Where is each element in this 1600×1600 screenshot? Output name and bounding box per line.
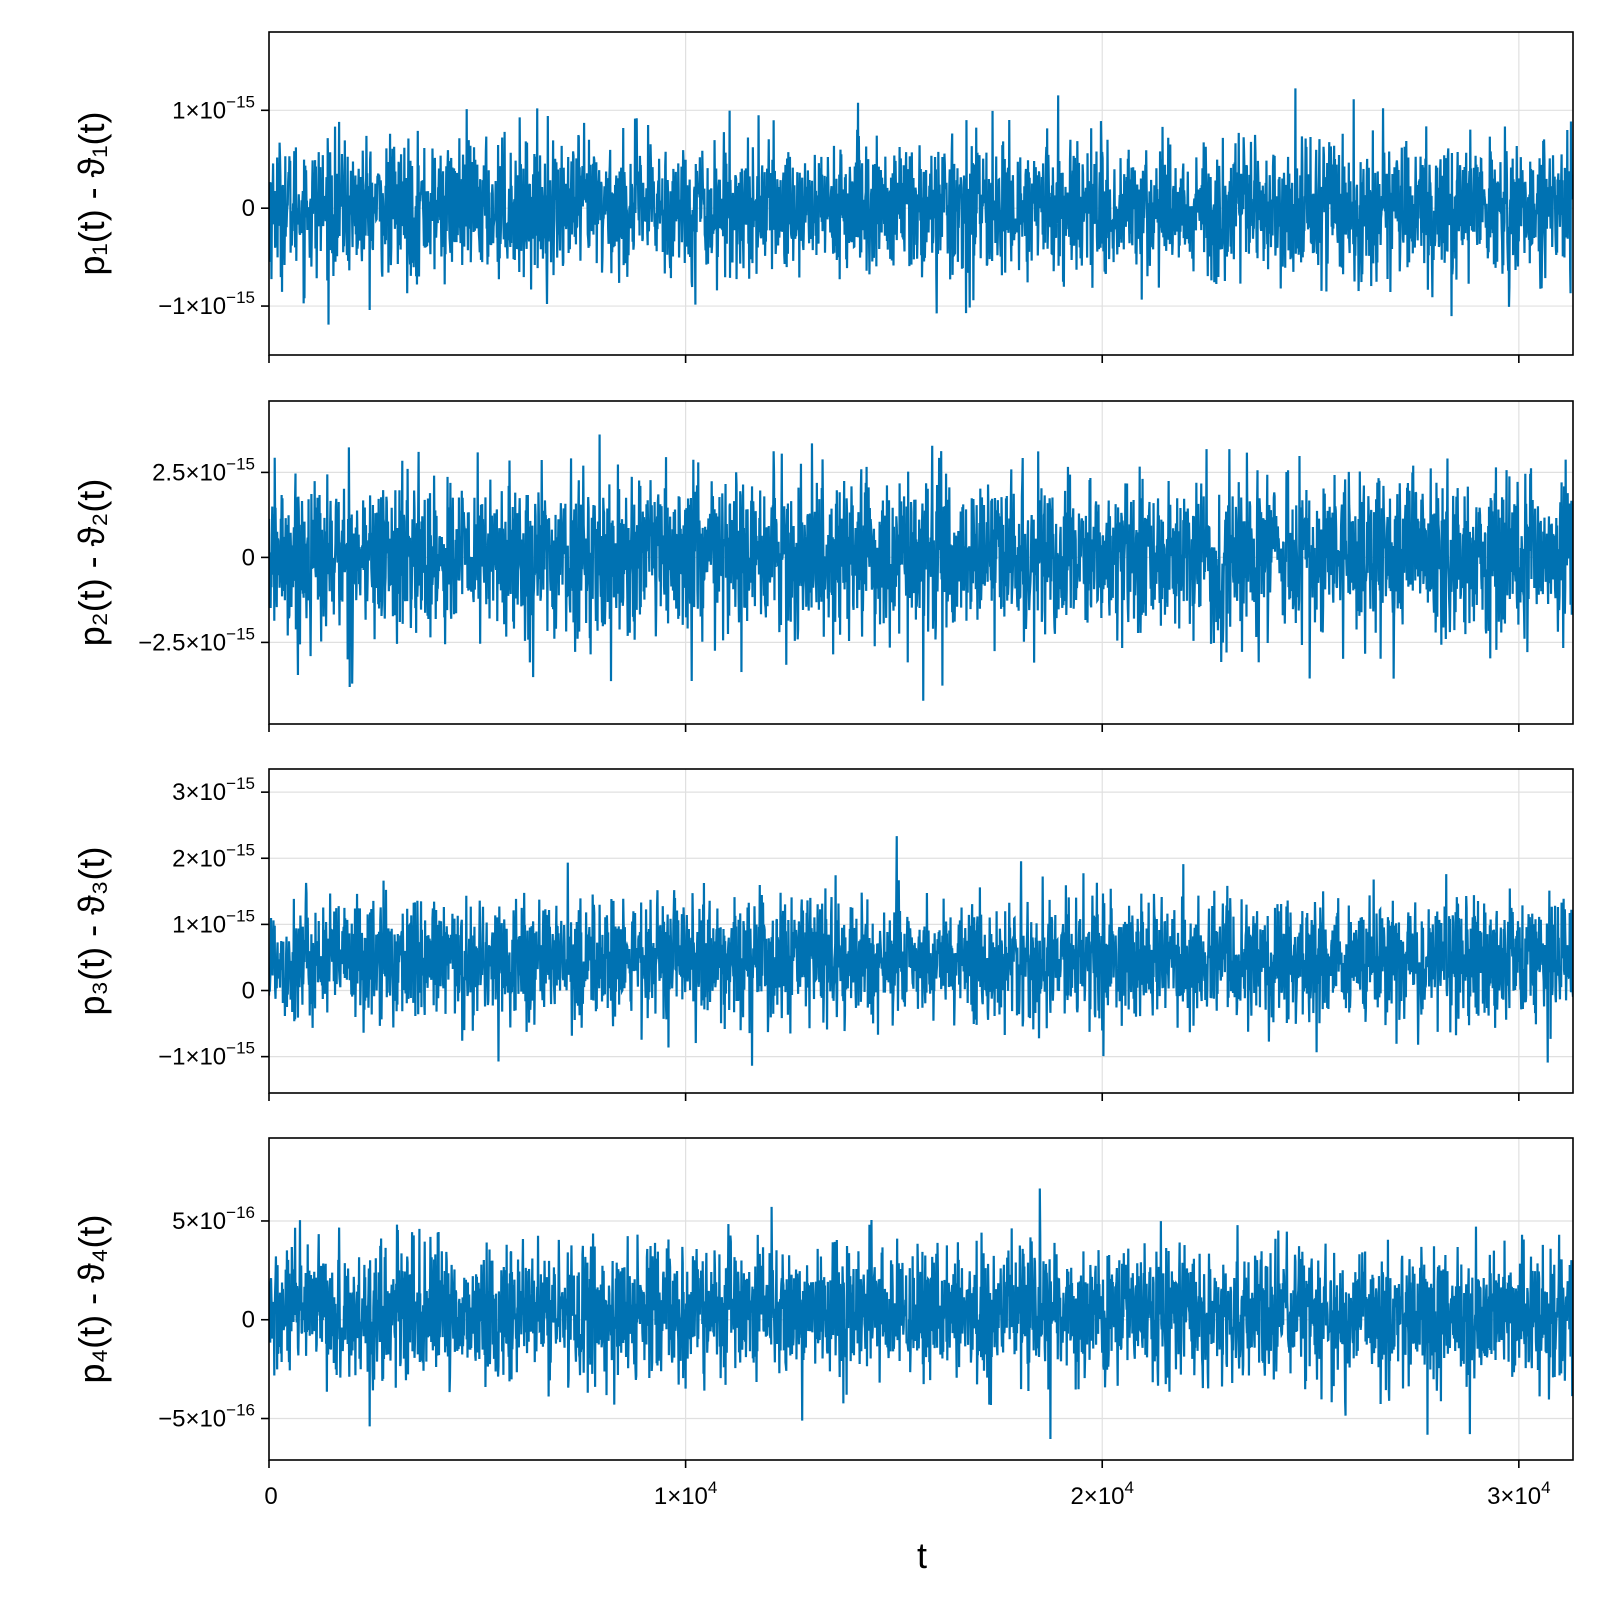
y-tick-label: −5×10−16 — [158, 1401, 255, 1433]
y-axis-label: p₂(t) - ϑ₂(t) — [71, 479, 112, 647]
plot-frame — [268, 1137, 1574, 1461]
panel-3: 3×10−15 2×10−15 1×10−15 0 −1×10−15 p₃(t) - ϑ₃… — [71, 768, 1574, 1101]
y-tick-label: −1×10−15 — [158, 1039, 255, 1071]
plot-frame — [268, 400, 1574, 725]
panels: 1×10−15 0 −1×10−15 p₁(t) - ϑ₁(t) 2.5×10−15 0 −… — [71, 31, 1574, 1510]
y-tick-label: 3×10−15 — [172, 774, 255, 806]
series-line — [269, 88, 1573, 325]
x-tick-label: 1×104 — [654, 1478, 718, 1510]
plot-frame — [268, 31, 1574, 356]
y-tick-label: 2.5×10−15 — [152, 454, 255, 486]
series-line — [269, 434, 1573, 701]
panel-4: 5×10−16 0 −5×10−16 0 1×104 2×104 3×104 p₄(t) - … — [71, 1137, 1574, 1510]
y-tick-label: 5×10−16 — [172, 1203, 255, 1235]
y-axis-label: p₃(t) - ϑ₃(t) — [71, 847, 112, 1016]
panel-2: 2.5×10−15 0 −2.5×10−15 p₂(t) - ϑ₂(t) — [71, 400, 1574, 732]
y-tick-label: 0 — [242, 544, 255, 571]
series-line — [269, 836, 1573, 1066]
y-tick-label: 1×10−15 — [172, 92, 255, 124]
y-tick-label: 0 — [242, 195, 255, 222]
series-line — [269, 1188, 1573, 1439]
y-tick-label: 2×10−15 — [172, 840, 255, 872]
panel-1: 1×10−15 0 −1×10−15 p₁(t) - ϑ₁(t) — [71, 31, 1574, 363]
y-tick-label: 1×10−15 — [172, 906, 255, 938]
y-axis-label: p₄(t) - ϑ₄(t) — [71, 1214, 112, 1383]
y-tick-label: −2.5×10−15 — [138, 624, 255, 656]
x-axis-label: t — [917, 1535, 927, 1576]
x-tick-label: 3×104 — [1487, 1478, 1551, 1510]
y-tick-label: 0 — [242, 978, 255, 1005]
plot-frame — [268, 768, 1574, 1094]
x-tick-label: 2×104 — [1070, 1478, 1134, 1510]
y-tick-label: −1×10−15 — [158, 288, 255, 320]
y-tick-label: 0 — [242, 1307, 255, 1334]
y-axis-label: p₁(t) - ϑ₁(t) — [71, 112, 112, 276]
x-tick-label: 0 — [264, 1483, 277, 1510]
